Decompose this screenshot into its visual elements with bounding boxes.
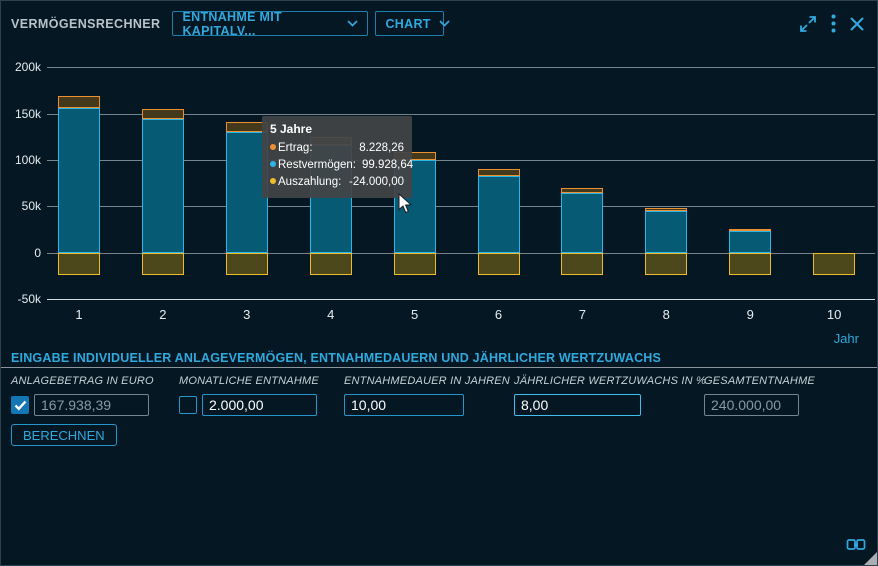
monatliche-entnahme-input[interactable] xyxy=(202,394,317,416)
x-tick-label: 10 xyxy=(812,307,856,323)
x-tick-label: 8 xyxy=(644,307,688,323)
gridline xyxy=(47,299,875,300)
x-axis-title: Jahr xyxy=(834,331,859,346)
x-tick-label: 3 xyxy=(225,307,269,323)
field-wertzuwachs: JÄHRLICHER WERTZUWACHS IN % xyxy=(514,375,706,416)
x-tick-label: 6 xyxy=(477,307,521,323)
link-icon xyxy=(846,538,866,552)
y-tick-label: 100k xyxy=(1,152,41,168)
monatliche-entnahme-checkbox[interactable] xyxy=(179,396,197,414)
check-icon xyxy=(14,400,27,411)
field-label: ANLAGEBETRAG IN EURO xyxy=(11,375,154,387)
bar-segment-ertrag[interactable] xyxy=(142,109,184,120)
anlagebetrag-checkbox[interactable] xyxy=(11,396,29,414)
resize-grip-bottom-right[interactable] xyxy=(864,552,877,565)
field-gesamtentnahme: GESAMTENTNAHME xyxy=(704,375,815,416)
vermoegensrechner-panel: VERMÖGENSRECHNER ENTNAHME MIT KAPITALV..… xyxy=(0,0,878,566)
x-tick-label: 1 xyxy=(57,307,101,323)
form-section-title: EINGABE INDIVIDUELLER ANLAGEVERMÖGEN, EN… xyxy=(11,351,661,365)
x-tick-label: 4 xyxy=(309,307,353,323)
bar-segment-auszahlung[interactable] xyxy=(478,253,520,275)
wertzuwachs-input[interactable] xyxy=(514,394,641,416)
chart-tooltip: 5 Jahre Ertrag: 8.228,26 Restvermögen: 9… xyxy=(262,116,412,198)
tooltip-row: Restvermögen: 99.928,64 xyxy=(270,157,404,174)
tooltip-title: 5 Jahre xyxy=(270,122,404,136)
bar-segment-auszahlung[interactable] xyxy=(58,253,100,275)
bar-segment-ertrag[interactable] xyxy=(729,229,771,231)
link-button[interactable] xyxy=(846,538,866,555)
x-tick-label: 9 xyxy=(728,307,772,323)
bar-segment-auszahlung[interactable] xyxy=(226,253,268,275)
series-marker-restvermoegen xyxy=(270,161,276,167)
bar-segment-auszahlung[interactable] xyxy=(729,253,771,275)
bar-segment-ertrag[interactable] xyxy=(478,169,520,176)
bar-segment-ertrag[interactable] xyxy=(561,188,603,193)
bar-segment-auszahlung[interactable] xyxy=(813,253,855,275)
field-label: JÄHRLICHER WERTZUWACHS IN % xyxy=(514,375,706,387)
bar-segment-auszahlung[interactable] xyxy=(394,253,436,275)
y-tick-label: 0 xyxy=(1,245,41,261)
y-tick-label: 150k xyxy=(1,106,41,122)
entnahmedauer-input[interactable] xyxy=(344,394,464,416)
bar-segment-restvermoegen[interactable] xyxy=(478,176,520,253)
y-tick-label: -50k xyxy=(1,291,41,307)
x-tick-label: 5 xyxy=(393,307,437,323)
bar-segment-restvermoegen[interactable] xyxy=(729,231,771,253)
x-tick-label: 2 xyxy=(141,307,185,323)
bar-segment-restvermoegen[interactable] xyxy=(58,108,100,253)
bar-segment-restvermoegen[interactable] xyxy=(142,119,184,253)
series-marker-ertrag xyxy=(270,144,276,150)
tooltip-row: Auszahlung: -24.000,00 xyxy=(270,174,404,191)
series-marker-auszahlung xyxy=(270,178,276,184)
y-tick-label: 200k xyxy=(1,59,41,75)
mouse-cursor xyxy=(398,193,414,215)
field-monatliche-entnahme: MONATLICHE ENTNAHME xyxy=(179,375,319,416)
bar-segment-ertrag[interactable] xyxy=(58,96,100,108)
calculate-button[interactable]: BERECHNEN xyxy=(11,424,117,446)
field-label: MONATLICHE ENTNAHME xyxy=(179,375,319,387)
gesamtentnahme-input xyxy=(704,394,799,416)
anlagebetrag-input xyxy=(34,394,149,416)
field-anlagebetrag: ANLAGEBETRAG IN EURO xyxy=(11,375,154,416)
bar-segment-restvermoegen[interactable] xyxy=(645,211,687,253)
field-label: ENTNAHMEDAUER IN JAHREN xyxy=(344,375,510,387)
field-entnahmedauer: ENTNAHMEDAUER IN JAHREN xyxy=(344,375,510,416)
y-tick-label: 50k xyxy=(1,198,41,214)
bar-segment-restvermoegen[interactable] xyxy=(561,193,603,253)
bar-segment-auszahlung[interactable] xyxy=(142,253,184,275)
bar-segment-auszahlung[interactable] xyxy=(645,253,687,275)
field-label: GESAMTENTNAHME xyxy=(704,375,815,387)
bar-segment-auszahlung[interactable] xyxy=(310,253,352,275)
bar-segment-auszahlung[interactable] xyxy=(561,253,603,275)
x-tick-label: 7 xyxy=(560,307,604,323)
gridline xyxy=(47,67,875,68)
tooltip-row: Ertrag: 8.228,26 xyxy=(270,140,404,157)
section-divider xyxy=(1,367,877,368)
bar-segment-ertrag[interactable] xyxy=(645,208,687,212)
chart-area: Jahr 5 Jahre Ertrag: 8.228,26 Restvermög… xyxy=(1,1,878,351)
